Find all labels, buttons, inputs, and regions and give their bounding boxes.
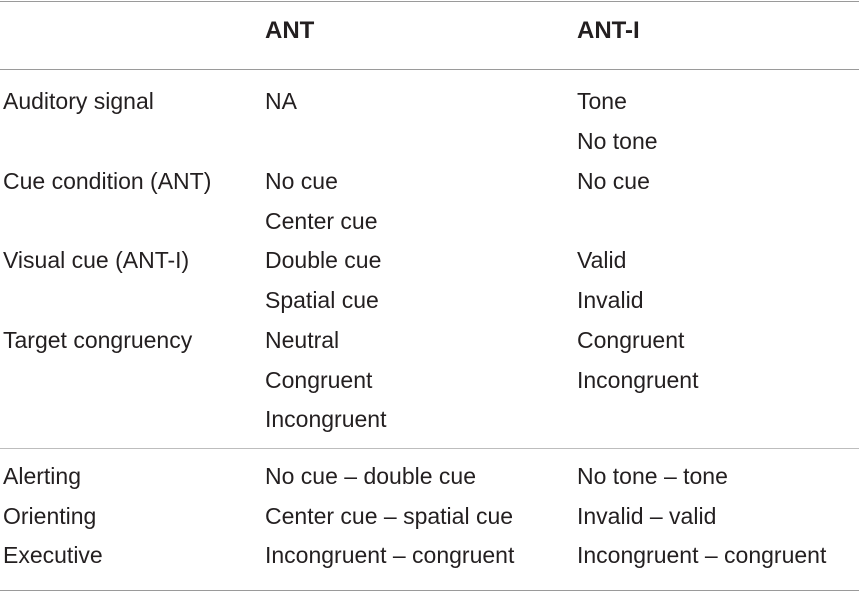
cell-ant-i: Tone [577, 88, 627, 114]
header-ant: ANT [265, 17, 315, 44]
row-label-auditory-signal: Auditory signal [3, 88, 154, 114]
cell-ant: Center cue [265, 208, 378, 234]
cell-ant: Congruent [265, 367, 373, 393]
cell-ant: No cue – double cue [265, 463, 476, 489]
cell-ant-i: No cue [577, 168, 650, 194]
cell-ant: No cue [265, 168, 338, 194]
cell-ant: Spatial cue [265, 287, 379, 313]
cell-ant-i: Valid [577, 247, 627, 273]
cell-ant: NA [265, 88, 297, 114]
bottom-rule [0, 590, 859, 591]
cell-ant: Double cue [265, 247, 382, 273]
cell-ant: Center cue – spatial cue [265, 503, 514, 529]
row-label-executive: Executive [3, 542, 103, 568]
cell-ant-i: No tone [577, 128, 658, 154]
header-rule [0, 69, 859, 70]
cell-ant: Incongruent [265, 406, 387, 432]
top-rule [0, 1, 859, 2]
cell-ant-i: Congruent [577, 327, 685, 353]
cell-ant-i: Invalid [577, 287, 644, 313]
row-label-orienting: Orienting [3, 503, 97, 529]
cell-ant-i: Incongruent [577, 367, 699, 393]
cell-ant-i: Incongruent – congruent [577, 542, 827, 568]
header-ant-i: ANT-I [577, 17, 640, 44]
row-label-cue-condition: Cue condition (ANT) [3, 168, 212, 194]
section-rule [0, 448, 859, 449]
cell-ant: Neutral [265, 327, 340, 353]
row-label-visual-cue: Visual cue (ANT-I) [3, 247, 190, 273]
row-label-target-congruency: Target congruency [3, 327, 193, 353]
row-label-alerting: Alerting [3, 463, 81, 489]
cell-ant-i: Invalid – valid [577, 503, 717, 529]
cell-ant-i: No tone – tone [577, 463, 728, 489]
cell-ant: Incongruent – congruent [265, 542, 515, 568]
